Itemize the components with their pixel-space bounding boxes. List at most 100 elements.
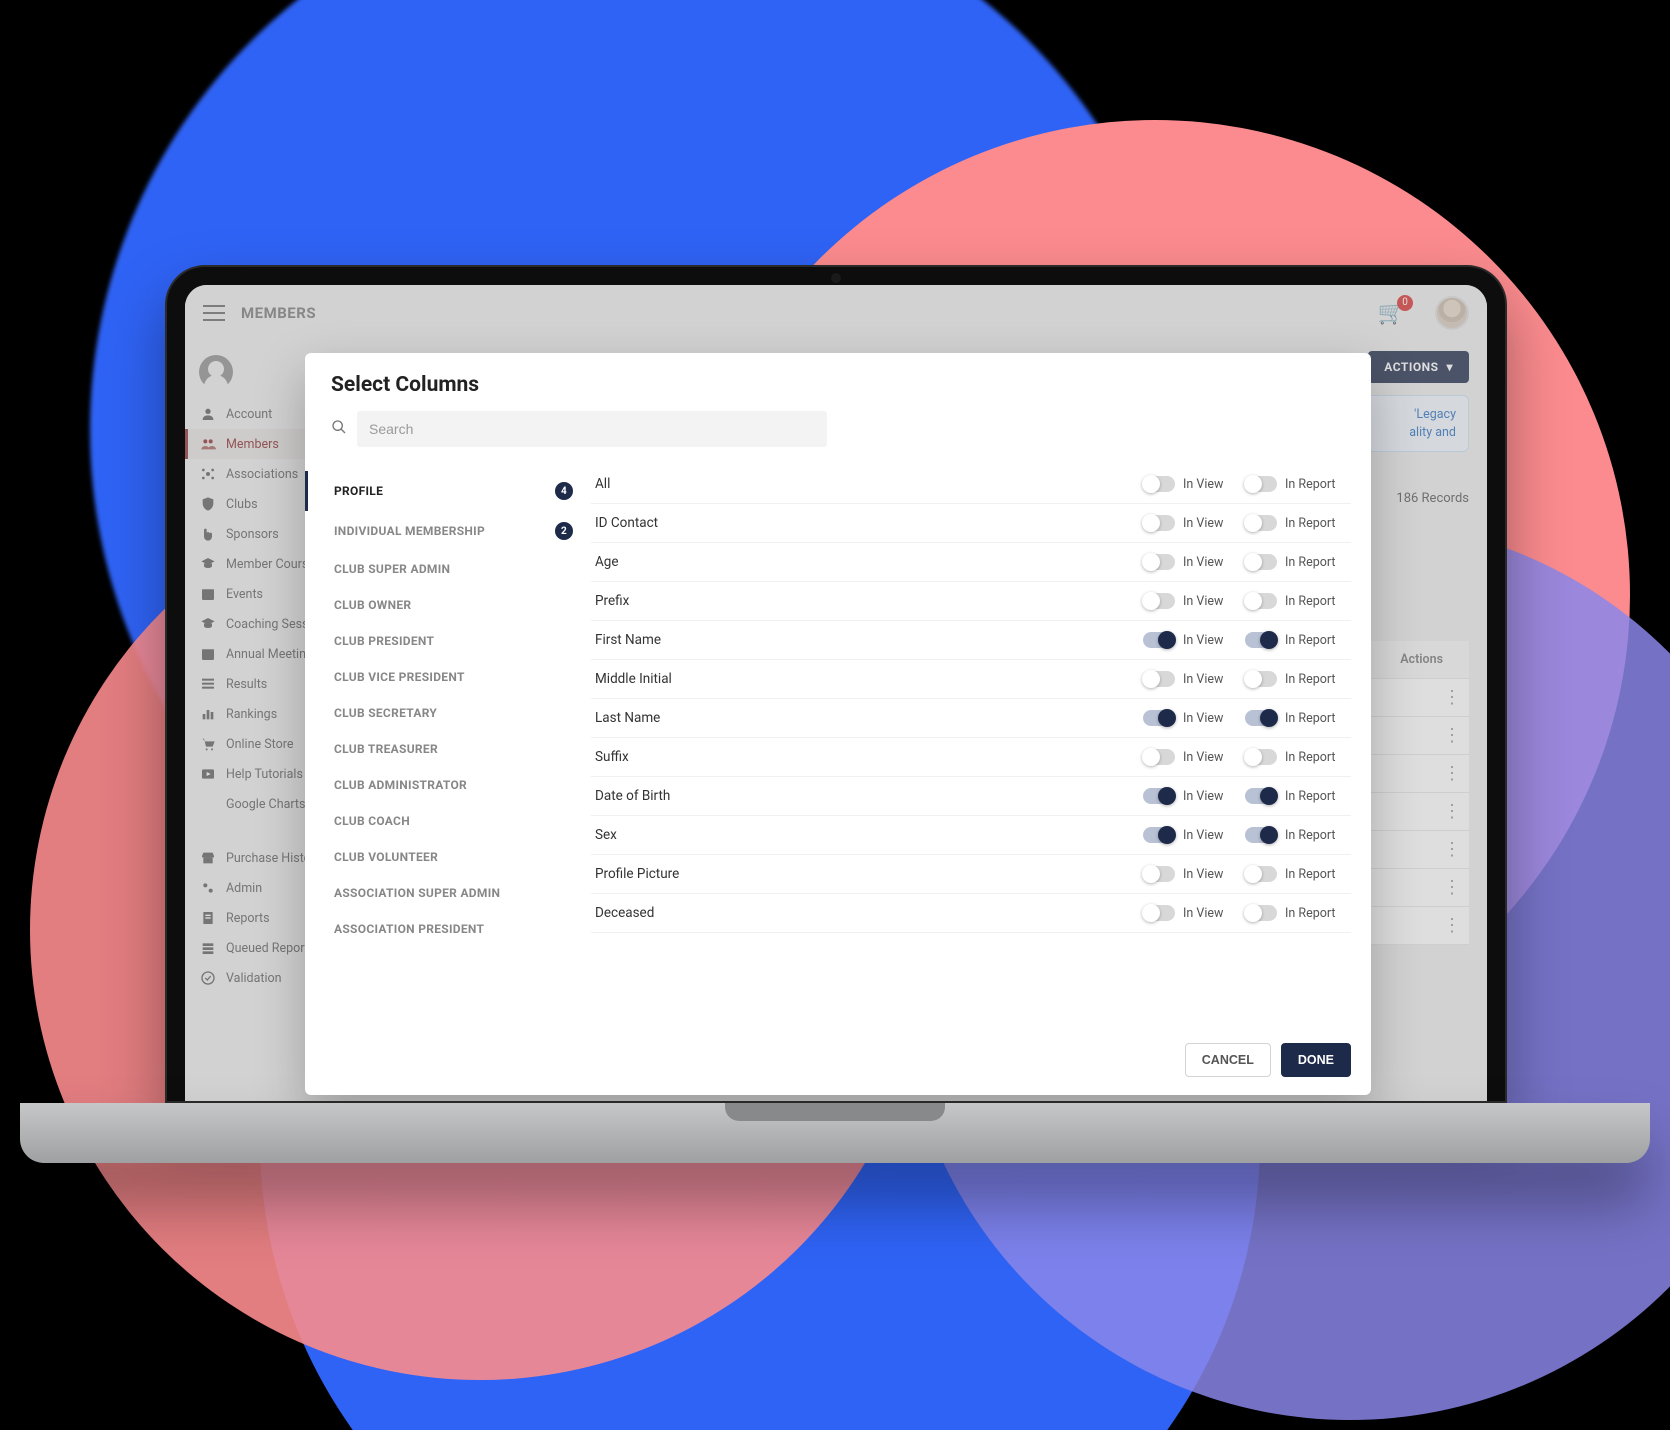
toggle-in-view[interactable] [1143,515,1175,531]
sidebar-item-label: Members [226,437,279,452]
toggle-in-view[interactable] [1143,671,1175,687]
field-name: Profile Picture [595,866,1143,882]
toggle-in-view[interactable] [1143,788,1175,804]
search-input[interactable] [357,411,827,447]
toggle-in-report[interactable] [1245,710,1277,726]
field-row-profile-picture: Profile Picture In View In Report [591,855,1351,894]
category-association-president[interactable]: ASSOCIATION PRESIDENT [305,911,591,947]
category-club-administrator[interactable]: CLUB ADMINISTRATOR [305,767,591,803]
toggle-in-report[interactable] [1245,749,1277,765]
toggle-in-report[interactable] [1245,515,1277,531]
field-name: Prefix [595,593,1143,609]
cart-button[interactable]: 🛒 0 [1378,301,1405,326]
toggle-in-view[interactable] [1143,905,1175,921]
cancel-button[interactable]: CANCEL [1185,1043,1271,1077]
field-row-all: AllIn ViewIn Report [591,465,1351,504]
category-club-president[interactable]: CLUB PRESIDENT [305,623,591,659]
field-row-prefix: PrefixIn ViewIn Report [591,582,1351,621]
legacy-line1: 'Legacy [1414,407,1456,422]
in-report-label: In Report [1285,516,1336,531]
category-list: PROFILE4INDIVIDUAL MEMBERSHIP2 CLUB SUPER… [305,465,591,1029]
category-club-coach[interactable]: CLUB COACH [305,803,591,839]
in-view-label: In View [1183,867,1223,882]
in-report-label: In Report [1285,867,1336,882]
user-icon[interactable] [199,355,233,389]
sidebar-item-label: Events [226,587,263,602]
row-menu-icon[interactable]: ⋮ [1443,763,1461,784]
category-label: INDIVIDUAL MEMBERSHIP [334,524,485,538]
user-icon [200,406,216,422]
in-view-label: In View [1183,672,1223,687]
shield-icon [200,496,216,512]
toggle-in-report[interactable] [1245,632,1277,648]
field-name: Suffix [595,749,1143,765]
toggle-in-report[interactable] [1245,671,1277,687]
in-view-label: In View [1183,750,1223,765]
toggle-in-report[interactable] [1245,554,1277,570]
field-row-date-of-birth: Date of BirthIn ViewIn Report [591,777,1351,816]
in-view-label: In View [1183,555,1223,570]
toggle-in-report[interactable] [1245,827,1277,843]
category-club-vice-president[interactable]: CLUB VICE PRESIDENT [305,659,591,695]
rank-icon [200,706,216,722]
toggle-in-view[interactable] [1143,476,1175,492]
row-menu-icon[interactable]: ⋮ [1443,687,1461,708]
in-view-label: In View [1183,711,1223,726]
assoc-icon [200,466,216,482]
toggle-in-report[interactable] [1245,905,1277,921]
cart-badge: 0 [1397,295,1413,311]
toggle-in-view[interactable] [1143,710,1175,726]
category-club-treasurer[interactable]: CLUB TREASURER [305,731,591,767]
toggle-in-report[interactable] [1245,866,1277,882]
chevron-down-icon: ▾ [1446,360,1453,374]
toggle-in-view[interactable] [1143,827,1175,843]
select-columns-modal: Select Columns PROFILE4INDIVIDUAL MEMBER… [305,353,1371,1095]
toggle-in-view[interactable] [1143,593,1175,609]
camera-notch [831,273,841,283]
category-club-secretary[interactable]: CLUB SECRETARY [305,695,591,731]
sidebar-item-label: Rankings [226,707,277,722]
category-club-owner[interactable]: CLUB OWNER [305,587,591,623]
in-report-label: In Report [1285,906,1336,921]
category-profile[interactable]: PROFILE4 [305,471,591,511]
row-menu-icon[interactable]: ⋮ [1443,801,1461,822]
field-name: First Name [595,632,1143,648]
sidebar-item-label: Help Tutorials [226,767,303,782]
toggle-in-view[interactable] [1143,866,1175,882]
topbar: MEMBERS 🛒 0 [185,285,1487,341]
category-label: CLUB SUPER ADMIN [334,562,450,576]
avatar[interactable] [1435,296,1469,330]
cart-icon [200,736,216,752]
row-menu-icon[interactable]: ⋮ [1443,915,1461,936]
category-individual-membership[interactable]: INDIVIDUAL MEMBERSHIP2 [305,511,591,551]
row-menu-icon[interactable]: ⋮ [1443,839,1461,860]
actions-button[interactable]: ACTIONS ▾ [1368,351,1469,383]
row-menu-icon[interactable]: ⋮ [1443,877,1461,898]
laptop-screen: MEMBERS 🛒 0 AccountMembersAssociationsCl… [185,285,1487,1101]
category-label: PROFILE [334,484,383,498]
category-club-volunteer[interactable]: CLUB VOLUNTEER [305,839,591,875]
toggle-in-report[interactable] [1245,476,1277,492]
gears-icon [200,880,216,896]
in-view-label: In View [1183,828,1223,843]
in-view-label: In View [1183,633,1223,648]
in-report-label: In Report [1285,555,1336,570]
toggle-in-view[interactable] [1143,554,1175,570]
toggle-in-view[interactable] [1143,632,1175,648]
toggle-in-report[interactable] [1245,788,1277,804]
toggle-in-view[interactable] [1143,749,1175,765]
check-icon [200,970,216,986]
done-button[interactable]: DONE [1281,1043,1351,1077]
search-icon [331,419,347,440]
category-association-super-admin[interactable]: ASSOCIATION SUPER ADMIN [305,875,591,911]
sidebar-item-label: Validation [226,971,282,986]
row-menu-icon[interactable]: ⋮ [1443,725,1461,746]
sidebar-item-label: Results [226,677,267,692]
category-label: CLUB SECRETARY [334,706,437,720]
category-club-super-admin[interactable]: CLUB SUPER ADMIN [305,551,591,587]
menu-icon[interactable] [203,305,225,321]
toggle-in-report[interactable] [1245,593,1277,609]
sidebar-item-label: Queued Reports [226,941,315,956]
cal-icon [200,586,216,602]
field-row-id-contact: ID ContactIn ViewIn Report [591,504,1351,543]
